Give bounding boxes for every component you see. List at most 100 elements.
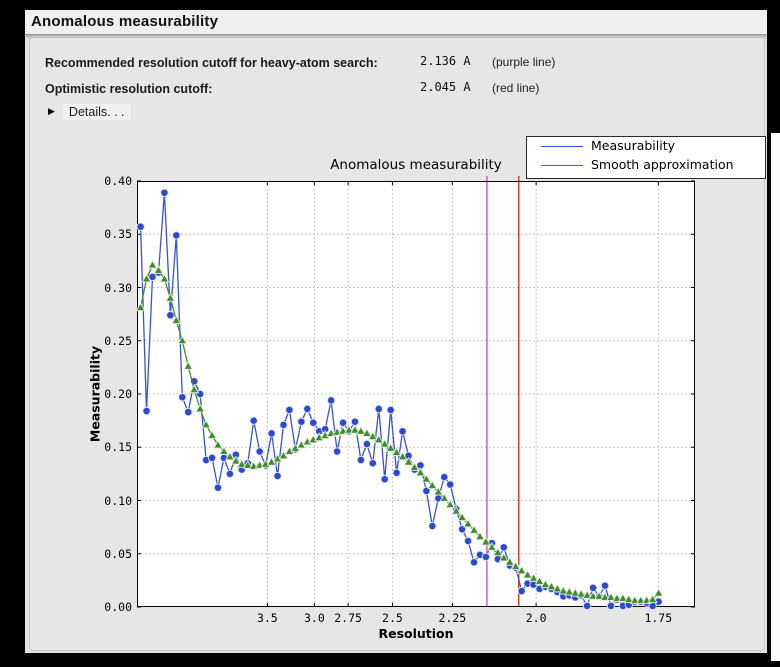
data-point-circle [350,417,360,426]
data-point-triangle [480,536,491,546]
x-tick-label: 3.5 [256,611,278,625]
data-point-circle [255,447,264,456]
data-point-triangle [582,589,593,599]
data-point-circle [457,525,467,534]
data-point-circle [600,581,610,590]
recommended-cutoff-value: 2.136 A [420,54,471,68]
data-point-circle [184,407,193,417]
scrollbar-track[interactable] [771,133,780,661]
data-point-circle [356,455,366,465]
details-disclosure[interactable]: ▶ Details. . . [48,103,131,123]
data-point-triangle [510,561,521,570]
data-point-circle [297,417,306,426]
y-tick-label: 0.40 [104,174,132,188]
data-point-triangle [445,499,456,509]
data-point-circle [368,459,377,468]
data-point-triangle [141,273,152,283]
y-tick-label: 0.30 [104,280,132,295]
data-point-triangle [635,595,646,605]
data-point-circle [285,405,294,415]
data-point-triangle [588,591,599,600]
legend-label: Measurability [591,138,676,153]
data-point-circle [392,468,401,477]
data-point-triangle [600,592,610,601]
legend-item-smooth-approximation: Smooth approximation [527,156,765,176]
data-point-circle [588,583,598,592]
x-tick-label: 3.0 [304,611,325,625]
data-point-circle [446,480,455,489]
data-point-circle [469,558,479,567]
data-point-circle [481,552,491,562]
data-point-triangle [415,467,426,477]
data-point-triangle [546,581,557,591]
x-tick-label: 2.0 [525,611,547,625]
data-point-circle [332,447,342,456]
recommended-cutoff-label: Recommended resolution cutoff for heavy-… [45,56,378,70]
legend-line-sample-green [541,165,583,166]
data-point-triangle [242,460,253,469]
data-point-circle [499,543,508,552]
legend-label: Smooth approximation [591,157,734,172]
data-point-circle [380,475,389,484]
data-point-circle [422,486,431,496]
data-point-triangle [159,273,170,283]
recommended-cutoff-note: (purple line) [492,55,556,69]
data-point-circle [249,416,258,425]
data-point-circle [213,483,223,492]
y-tick-label: 0.15 [104,440,132,455]
data-point-triangle [629,595,640,605]
data-point-circle [428,521,437,531]
data-point-circle [362,439,371,449]
data-point-triangle [165,292,176,302]
data-point-triangle [451,505,462,515]
data-point-triangle [492,547,503,557]
data-point-triangle [558,585,569,595]
data-point-triangle [278,450,289,460]
x-tick-label: 2.5 [382,611,403,625]
data-point-circle [166,311,175,320]
data-point-triangle [570,587,581,597]
data-point-circle [178,393,187,402]
x-tick-label: 1.75 [644,611,673,625]
chart-title: Anomalous measurability [330,157,502,173]
data-point-triangle [653,587,664,597]
x-axis-label: Resolution [378,626,454,641]
data-point-triangle [373,434,384,444]
data-point-circle [160,188,169,197]
data-point-triangle [349,424,360,434]
data-point-circle [207,453,217,463]
data-point-triangle [427,480,438,490]
disclosure-triangle-icon: ▶ [48,106,55,116]
data-point-triangle [177,335,188,345]
data-point-triangle [361,428,372,437]
data-point-circle [136,222,145,231]
data-point-triangle [647,594,658,603]
y-tick-label: 0.05 [104,546,132,561]
data-point-triangle [195,403,206,413]
y-tick-label: 0.20 [104,387,132,401]
data-point-triangle [403,456,414,466]
data-point-triangle [391,447,402,457]
data-point-circle [386,405,395,415]
recommended-cutoff-row: Recommended resolution cutoff for heavy-… [45,54,555,70]
data-point-triangle [486,542,497,551]
section-title: Anomalous measurability [31,13,219,30]
y-tick-label: 0.35 [104,227,132,242]
chart-canvas [135,176,695,611]
data-point-triangle [183,360,194,370]
optimistic-cutoff-value: 2.045 A [420,80,471,94]
legend-line-sample-blue [541,146,583,147]
data-point-circle [338,418,348,427]
data-point-triangle [475,531,485,541]
legend-item-measurability: Measurability [527,137,765,157]
data-point-triangle [218,446,229,455]
data-point-triangle [552,583,563,593]
data-point-triangle [171,315,182,324]
section-header: Anomalous measurability [25,10,767,35]
data-point-triangle [463,518,474,528]
y-tick-label: 0.00 [104,600,132,614]
data-point-triangle [385,443,396,452]
data-point-triangle [611,593,622,602]
data-point-triangle [236,458,247,468]
data-point-triangle [201,419,212,429]
